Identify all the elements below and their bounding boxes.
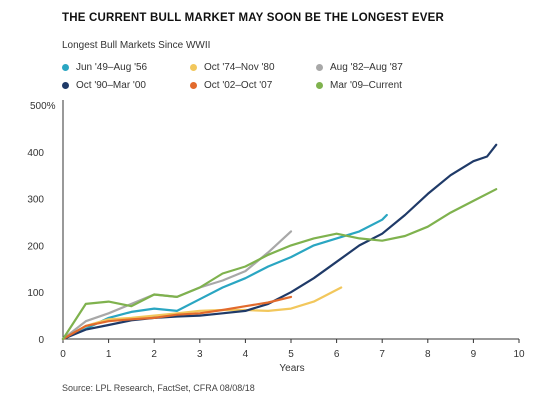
x-tick-label: 2 (151, 349, 157, 360)
legend-item: Mar '09–Current (316, 80, 402, 91)
legend-item: Jun '49–Aug '56 (62, 62, 147, 73)
legend-label: Jun '49–Aug '56 (76, 62, 148, 73)
x-tick-label: 9 (471, 349, 477, 360)
x-tick-label: 3 (197, 349, 203, 360)
y-tick-label: 0 (38, 335, 44, 346)
y-tick-label: 100 (27, 288, 44, 299)
y-tick-label: 500% (30, 101, 56, 112)
chart-subtitle: Longest Bull Markets Since WWII (62, 40, 211, 51)
series-line-2 (61, 286, 343, 341)
legend-swatch (62, 64, 69, 71)
series-line-6 (61, 188, 498, 341)
legend-item: Aug '82–Aug '87 (316, 62, 403, 73)
legend-item: Oct '74–Nov '80 (190, 62, 275, 73)
x-tick-label: 4 (243, 349, 249, 360)
chart-title: THE CURRENT BULL MARKET MAY SOON BE THE … (62, 12, 445, 24)
legend-swatch (316, 64, 323, 71)
x-tick-label: 7 (379, 349, 385, 360)
series-line-5 (61, 295, 293, 341)
legend-label: Oct '74–Nov '80 (204, 62, 275, 73)
legend-item: Oct '02–Oct '07 (190, 80, 272, 91)
x-tick-label: 8 (425, 349, 431, 360)
y-tick-label: 300 (27, 195, 44, 206)
legend-swatch (190, 82, 197, 89)
legend-swatch (62, 82, 69, 89)
legend-label: Oct '02–Oct '07 (204, 80, 273, 91)
x-axis-title: Years (279, 363, 304, 374)
x-tick-label: 0 (60, 349, 66, 360)
legend-label: Oct '90–Mar '00 (76, 80, 146, 91)
y-tick-label: 200 (27, 241, 44, 252)
source-note: Source: LPL Research, FactSet, CFRA 08/0… (62, 383, 255, 393)
legend-item: Oct '90–Mar '00 (62, 80, 146, 91)
legend-label: Aug '82–Aug '87 (330, 62, 403, 73)
legend-label: Mar '09–Current (330, 80, 402, 91)
x-tick-label: 10 (513, 349, 525, 360)
y-tick-label: 400 (27, 148, 44, 159)
x-tick-label: 5 (288, 349, 294, 360)
x-tick-label: 1 (106, 349, 112, 360)
legend-swatch (316, 82, 323, 89)
series-line-1 (61, 213, 388, 341)
x-tick-label: 6 (334, 349, 340, 360)
legend-swatch (190, 64, 197, 71)
